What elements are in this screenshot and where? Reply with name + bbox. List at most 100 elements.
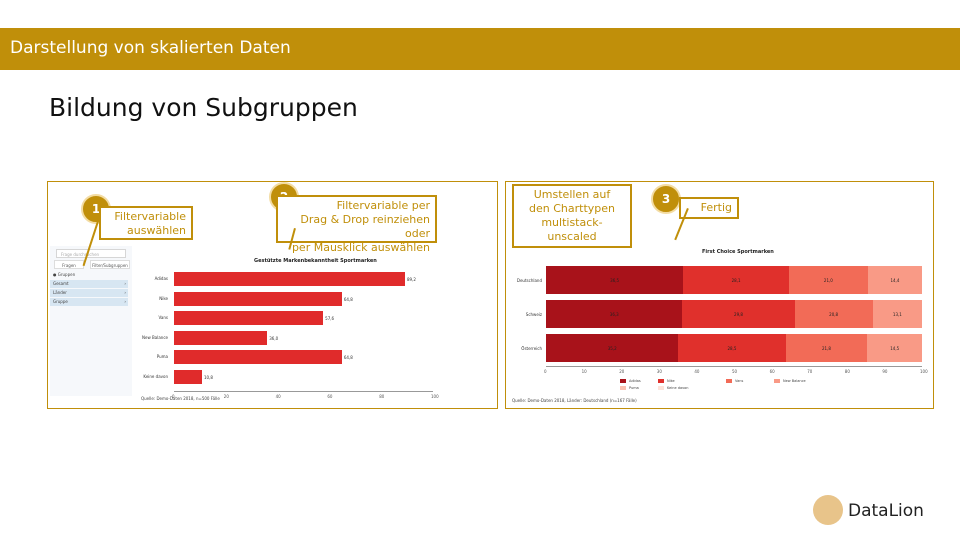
- x-tick-label: 80: [379, 394, 385, 399]
- stack-segment[interactable]: 35,2: [546, 334, 679, 362]
- x-tick-label: 50: [732, 369, 738, 374]
- category-label: Adidas: [154, 276, 168, 281]
- callout-text-line: unscaled: [547, 230, 597, 243]
- legend-item[interactable]: Nike: [658, 379, 675, 383]
- category-label: New Balance: [142, 334, 168, 340]
- sidebar-item-label: Gruppe: [53, 299, 68, 304]
- sidebar-item-gruppen[interactable]: ● Gruppen: [50, 271, 128, 279]
- legend-swatch: [726, 379, 732, 383]
- chart-title: Gestützte Markenbekanntheit Sportmarken: [254, 258, 377, 264]
- stack-segment[interactable]: 21,0: [788, 266, 868, 294]
- callout-text-line: Filtervariable per: [336, 199, 430, 212]
- legend-swatch: [620, 379, 626, 383]
- legend-swatch: [620, 386, 626, 390]
- stack-segment[interactable]: 20,8: [794, 300, 873, 328]
- data-label: 57,6: [325, 316, 335, 321]
- sidebar-item-label: ● Gruppen: [53, 272, 76, 277]
- stack-segment[interactable]: 29,8: [682, 300, 795, 328]
- category-label: Österreich: [521, 346, 542, 351]
- data-label: 36,0: [269, 335, 279, 341]
- slide-title: Bildung von Subgruppen: [49, 93, 358, 122]
- stack-segment[interactable]: 28,1: [683, 266, 789, 294]
- x-tick-label: 100: [920, 369, 928, 374]
- legend-swatch: [774, 379, 780, 383]
- bar[interactable]: [174, 369, 202, 384]
- category-label: Schweiz: [525, 312, 542, 317]
- chevron-right-icon: ›: [124, 299, 126, 304]
- sidebar-item-label: Länder: [53, 290, 67, 295]
- sidebar-item-gesamt[interactable]: Gesamt ›: [50, 280, 128, 288]
- stack-segment[interactable]: 21,8: [785, 334, 868, 362]
- stack-segment[interactable]: 36,3: [546, 300, 683, 328]
- category-label: Vans: [158, 315, 169, 320]
- chevron-right-icon: ›: [124, 290, 126, 295]
- x-tick-label: 0: [172, 394, 175, 399]
- data-label: 64,8: [343, 355, 353, 360]
- stack-segment[interactable]: 13,1: [872, 300, 922, 328]
- sidebar-item-label: Gesamt: [53, 281, 69, 286]
- category-label: Deutschland: [516, 278, 542, 283]
- callout-text-line: Filtervariable: [114, 210, 186, 223]
- callout-text-line: per Mausklick auswählen: [291, 241, 430, 254]
- x-tick-label: 90: [882, 369, 888, 374]
- legend-swatch: [658, 379, 664, 383]
- x-tick-label: 60: [769, 369, 775, 374]
- stack-segment[interactable]: 14,5: [867, 334, 922, 362]
- data-label: 89,2: [407, 277, 416, 282]
- legend-item[interactable]: Keine davon: [658, 386, 689, 390]
- x-axis-line: [546, 366, 922, 367]
- callout-text-line: Drag & Drop reinziehen oder: [300, 213, 430, 240]
- sidebar: Frage durchsuchen Fragen Filter/Subgrupp…: [50, 246, 132, 396]
- x-tick-label: 30: [656, 369, 662, 374]
- chart-source: Quelle: Demo-Daten 2018, Länder: Deutsch…: [512, 398, 637, 403]
- legend-item[interactable]: Adidas: [620, 379, 641, 383]
- data-label: 64,8: [343, 296, 353, 302]
- category-label: Puma: [156, 354, 168, 359]
- legend-label: Keine davon: [667, 386, 689, 390]
- tab-filter-subgruppen[interactable]: Filter/Subgruppen: [90, 260, 130, 269]
- callout-step-3: Fertig: [679, 197, 739, 219]
- x-tick-label: 20: [223, 394, 229, 399]
- callout-text-line: Umstellen auf: [533, 188, 611, 201]
- legend-item[interactable]: New Balance: [774, 379, 806, 383]
- datalion-lion-icon: [813, 495, 843, 525]
- x-tick-label: 100: [431, 394, 439, 399]
- stack-segment[interactable]: 14,4: [867, 266, 922, 294]
- right-screenshot-panel: First Choice Sportmarken Deutschland 36,5…: [505, 181, 934, 409]
- callout-text-line: multistack-: [541, 216, 603, 229]
- callout-charttype: Umstellen auf den Charttypen multistack-…: [512, 184, 632, 248]
- legend-label: New Balance: [783, 379, 806, 383]
- x-tick-label: 0: [544, 369, 547, 374]
- bar[interactable]: [174, 350, 342, 364]
- bar[interactable]: [174, 330, 268, 345]
- x-tick-label: 10: [581, 369, 587, 374]
- stack-segment[interactable]: 36,5: [546, 266, 684, 294]
- callout-step-1: Filtervariable auswählen: [99, 206, 193, 240]
- bar[interactable]: [174, 311, 324, 325]
- callout-text-line: Fertig: [700, 201, 732, 214]
- legend-item[interactable]: Vans: [726, 379, 743, 383]
- category-label: Nike: [159, 295, 168, 301]
- legend-item[interactable]: Puma: [620, 386, 639, 390]
- callout-text-line: den Charttypen: [529, 202, 615, 215]
- step-3-badge: 3: [651, 184, 681, 214]
- bar[interactable]: [174, 272, 406, 286]
- sidebar-search-input[interactable]: Frage durchsuchen: [56, 249, 126, 258]
- tab-fragen[interactable]: Fragen: [54, 260, 84, 269]
- chevron-right-icon: ›: [124, 281, 126, 286]
- sidebar-item-laender[interactable]: Länder ›: [50, 289, 128, 297]
- x-tick-label: 70: [807, 369, 813, 374]
- stack-segment[interactable]: 28,5: [678, 334, 786, 362]
- data-label: 10,8: [203, 374, 213, 380]
- header-bar: Darstellung von skalierten Daten: [0, 28, 960, 70]
- x-axis-line: [174, 391, 433, 392]
- chart-source: Quelle: Demo-Daten 2018, n=500 Fälle: [141, 396, 220, 401]
- x-tick-label: 80: [844, 369, 850, 374]
- x-tick-label: 20: [619, 369, 625, 374]
- chart-title: First Choice Sportmarken: [702, 249, 774, 255]
- legend-swatch: [658, 386, 664, 390]
- x-tick-label: 40: [275, 394, 281, 399]
- bar[interactable]: [174, 291, 342, 306]
- sidebar-item-gruppe[interactable]: Gruppe ›: [50, 298, 128, 306]
- legend-label: Vans: [735, 379, 744, 383]
